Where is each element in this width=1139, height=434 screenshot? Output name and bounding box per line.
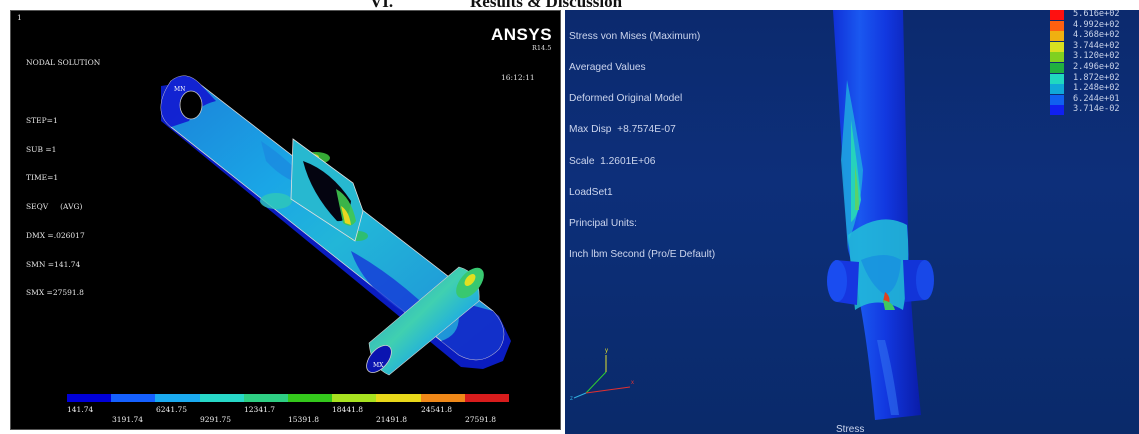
- legend-entry: 1.248e+02: [1050, 83, 1139, 95]
- info-line: Averaged Values: [569, 62, 646, 74]
- legend-swatch: [1050, 31, 1064, 42]
- colorbar-tick-upper: 6241.75: [156, 405, 188, 414]
- legend-entry: 4.368e+02: [1050, 30, 1139, 42]
- colorbar-segment: [376, 394, 421, 402]
- ansys-model-render: [160, 75, 511, 376]
- colorbar-segment: [288, 394, 333, 402]
- colorbar-segment: [420, 394, 465, 402]
- legend-label: 1.248e+02: [1073, 83, 1120, 94]
- legend-entry: 3.120e+02: [1050, 51, 1139, 63]
- info-line: Inch lbm Second (Pro/E Default): [569, 249, 716, 261]
- ansys-logo: ANSYS: [491, 25, 553, 44]
- info-line: Deformed Original Model: [569, 93, 683, 105]
- solution-time: 16:12:11: [501, 73, 535, 82]
- legend-swatch: [1050, 63, 1064, 73]
- legend-entry: 2.496e+02: [1050, 62, 1139, 74]
- legend-swatch: [1050, 41, 1064, 52]
- legend-label: 3.714e-02: [1073, 104, 1120, 115]
- result-info-block: Stress von Mises (Maximum) Averaged Valu…: [569, 11, 715, 282]
- legend-entry: 3.714e-02: [1050, 104, 1139, 116]
- info-line: LoadSet1: [569, 186, 613, 198]
- colorbar-segment: [464, 394, 510, 402]
- legend-entry: 3.744e+02: [1050, 40, 1139, 53]
- legend-swatch: [1050, 94, 1064, 105]
- section-number: VI.: [370, 0, 394, 10]
- info-line: Max Disp +8.7574E-07: [569, 124, 676, 136]
- legend-label: 3.120e+02: [1073, 51, 1120, 62]
- colorbar-tick-lower: 21491.8: [376, 415, 408, 424]
- header-line: SUB =1: [26, 144, 57, 154]
- colorbar-tick-lower: 15391.8: [288, 415, 320, 424]
- ansys-nodal-solution-panel: 1 NODAL SOLUTION STEP=1 SUB =1 TIME=1 SE…: [10, 10, 561, 430]
- colorbar-tick-lower: 9291.75: [200, 415, 232, 424]
- legend-label: 1.872e+02: [1073, 72, 1120, 83]
- header-line: SEQV (AVG): [26, 202, 83, 212]
- legend-entry: 1.872e+02: [1050, 72, 1139, 85]
- section-title: Results & Discussion: [470, 0, 623, 10]
- header-line: DMX =.026017: [26, 230, 85, 240]
- legend-label: 5.616e+02: [1073, 10, 1120, 19]
- colorbar-tick-upper: 18441.8: [332, 405, 364, 414]
- triad-z-label: z: [570, 396, 573, 402]
- legend-label: 6.244e+01: [1073, 93, 1120, 104]
- colorbar-tick-lower: 3191.74: [112, 415, 144, 424]
- header-line: TIME=1: [26, 173, 59, 183]
- colorbar-tick-upper: 24541.8: [421, 405, 453, 414]
- legend-swatch: [1050, 73, 1064, 84]
- creo-model-render: [573, 10, 934, 420]
- triad-y-label: y: [605, 348, 608, 354]
- legend-label: 4.368e+02: [1073, 30, 1120, 41]
- colorbar-tick-upper: 12341.7: [244, 405, 276, 414]
- info-line: Scale 1.2601E+06: [569, 155, 656, 167]
- mx-node-label: MX: [373, 362, 384, 369]
- legend-swatch: [1050, 52, 1064, 63]
- ansys-version: R14.5: [532, 44, 552, 52]
- ansys-colorbar: [67, 394, 510, 402]
- colorbar-segment: [111, 394, 156, 402]
- legend-entry: 4.992e+02: [1050, 19, 1139, 32]
- colorbar-segment: [155, 394, 200, 402]
- mn-node-label: MN: [174, 86, 186, 93]
- colorbar-segment: [67, 394, 112, 402]
- colorbar-tick-lower: 27591.8: [465, 415, 497, 424]
- triad-x-label: x: [631, 380, 634, 386]
- legend-entry: 5.616e+02: [1050, 10, 1139, 21]
- nodal-solution-header: NODAL SOLUTION STEP=1 SUB =1 TIME=1 SEQV…: [26, 39, 100, 317]
- info-line: Principal Units:: [569, 218, 637, 230]
- legend-label: 3.744e+02: [1073, 40, 1120, 51]
- colorbar-tick-upper: 141.74: [67, 405, 94, 414]
- creo-stress-panel: Stress von Mises (Maximum) Averaged Valu…: [565, 10, 1139, 434]
- colorbar-segment: [332, 394, 377, 402]
- header-line: [26, 87, 100, 97]
- header-line: SMX =27591.8: [26, 288, 84, 298]
- legend-swatch: [1050, 84, 1064, 95]
- header-line: NODAL SOLUTION: [26, 58, 101, 68]
- legend-swatch: [1050, 10, 1064, 20]
- legend-entry: 6.244e+01: [1050, 93, 1139, 106]
- colorbar-segment: [199, 394, 244, 402]
- legend-label: 2.496e+02: [1073, 62, 1120, 72]
- header-line: STEP=1: [26, 115, 58, 125]
- header-line: SMN =141.74: [26, 259, 81, 269]
- legend-label: 4.992e+02: [1073, 19, 1120, 30]
- info-line: Stress von Mises (Maximum): [569, 30, 701, 42]
- legend-swatch: [1050, 20, 1064, 31]
- window-number: 1: [17, 13, 22, 22]
- stress-footer-label: Stress: [836, 424, 865, 434]
- colorbar-segment: [243, 394, 289, 402]
- legend-swatch: [1050, 105, 1064, 116]
- section-heading: VI. Results & Discussion: [370, 0, 770, 10]
